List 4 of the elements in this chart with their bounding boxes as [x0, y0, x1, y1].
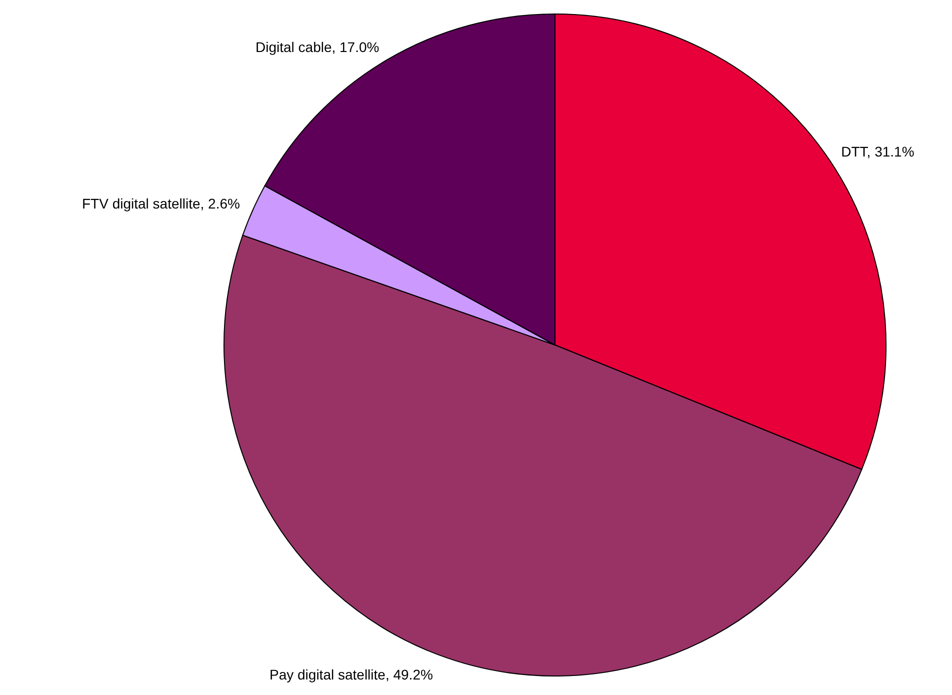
- slice-label: DTT, 31.1%: [841, 143, 914, 160]
- slice-label: Pay digital satellite, 49.2%: [269, 666, 433, 683]
- slice-label: Digital cable, 17.0%: [255, 39, 380, 56]
- slice-label: FTV digital satellite, 2.6%: [82, 195, 240, 212]
